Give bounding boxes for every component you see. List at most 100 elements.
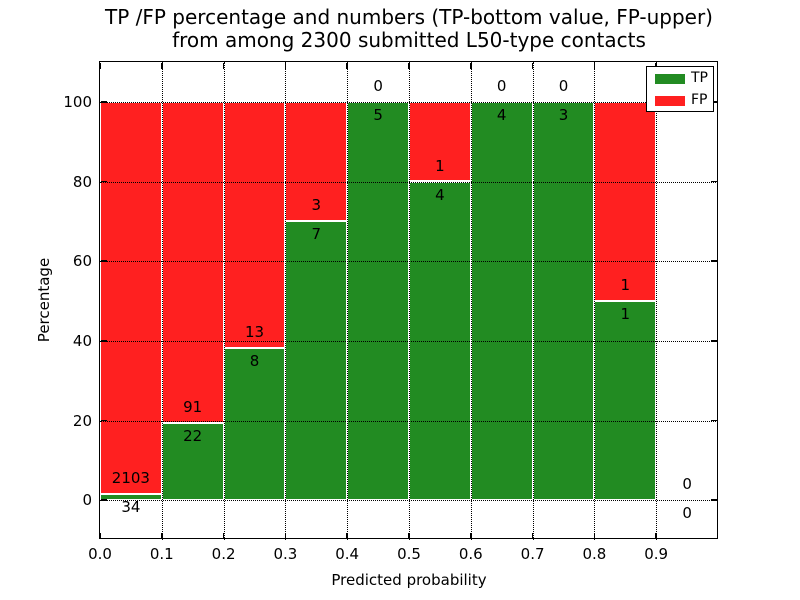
x-tick — [531, 533, 534, 539]
legend-label-tp: TP — [691, 70, 708, 86]
y-tick-left — [101, 419, 107, 422]
x-gridline — [161, 62, 163, 540]
tp-count-label: 4 — [496, 105, 507, 124]
tp-count-label: 1 — [620, 305, 631, 323]
tp-bar-segment — [347, 101, 409, 501]
x-tick-label: 0.6 — [458, 545, 483, 563]
x-tick-label: 0.4 — [335, 545, 360, 563]
y-tick-label: 40 — [72, 331, 92, 350]
y-tick-label: 60 — [72, 252, 92, 271]
tp-bar-segment — [532, 101, 595, 501]
x-tick-label: 0.8 — [582, 545, 607, 563]
fp-bar-segment — [285, 101, 348, 222]
tp-count-label: 4 — [435, 185, 445, 204]
x-top-tick — [470, 63, 472, 69]
x-gridline — [594, 62, 596, 540]
y-tick-left — [101, 340, 107, 342]
fp-count-label: 1 — [435, 156, 445, 175]
fp-legend-swatch-icon — [655, 96, 685, 106]
x-tick-label: 0.5 — [397, 545, 421, 563]
tp-bar-segment — [285, 221, 348, 501]
x-tick — [222, 533, 225, 539]
chart-title-line1: TP /FP percentage and numbers (TP-bottom… — [105, 5, 713, 29]
y-tick-label: 100 — [63, 92, 92, 111]
x-top-tick — [593, 63, 596, 69]
fp-bar-segment — [161, 101, 224, 423]
tp-count-label: 22 — [183, 426, 203, 445]
x-tick — [470, 533, 472, 539]
x-top-tick — [222, 63, 225, 69]
legend-label-fp: FP — [691, 92, 708, 108]
y-tick-right — [711, 419, 717, 422]
fp-count-label: 0 — [373, 76, 383, 95]
tp-count-label: 7 — [311, 225, 322, 244]
x-top-tick — [284, 63, 287, 69]
y-axis-label: Percentage — [35, 257, 53, 343]
x-tick-label: 0.7 — [520, 545, 545, 563]
tp-count-label: 8 — [249, 352, 260, 371]
fp-count-label: 0 — [496, 76, 507, 95]
x-tick — [408, 533, 410, 539]
y-tick-right — [711, 260, 717, 262]
fp-bar-segment — [409, 101, 471, 182]
x-tick — [655, 533, 657, 539]
tp-bar-segment — [223, 348, 286, 501]
fp-bar-segment — [100, 101, 162, 494]
tp-bar-segment — [100, 493, 162, 501]
x-tick-label: 0.3 — [273, 545, 298, 563]
y-tick-left — [101, 260, 107, 262]
x-gridline — [223, 62, 225, 540]
legend: TP FP — [646, 66, 714, 112]
tp-bar-segment — [594, 301, 657, 501]
y-tick-label: 20 — [72, 411, 92, 430]
x-tick-label: 0.9 — [644, 545, 669, 563]
y-tick-left — [101, 101, 107, 103]
tp-count-label: 34 — [121, 497, 141, 516]
fp-count-label: 0 — [558, 76, 569, 95]
x-axis-label: Predicted probability — [331, 571, 487, 589]
x-top-tick — [346, 63, 348, 69]
fp-count-label: 13 — [244, 323, 265, 342]
tp-bar-segment — [470, 101, 533, 501]
chart-title-line2: from among 2300 submitted L50-type conta… — [172, 28, 646, 52]
x-top-tick — [408, 63, 410, 69]
x-gridline — [409, 62, 410, 540]
x-gridline — [532, 62, 534, 540]
fp-count-label: 3 — [311, 196, 322, 215]
y-tick-right — [711, 101, 717, 103]
legend-item-tp: TP — [647, 70, 713, 86]
fp-count-label: 1 — [620, 276, 631, 294]
y-tick-label: 0 — [82, 491, 92, 510]
fp-bar-segment — [594, 101, 657, 301]
tp-count-label: 5 — [373, 105, 383, 124]
fp-count-label: 2103 — [111, 468, 150, 487]
x-tick — [161, 533, 163, 539]
x-tick-label: 0.0 — [88, 545, 112, 563]
y-tick-right — [711, 180, 717, 183]
x-gridline — [285, 62, 287, 540]
x-top-tick — [99, 63, 101, 69]
x-gridline — [470, 62, 472, 540]
x-tick — [99, 533, 101, 539]
x-tick — [593, 533, 596, 539]
y-tick-right — [711, 499, 717, 501]
x-gridline — [656, 62, 658, 540]
x-top-tick — [531, 63, 534, 69]
x-tick-label: 0.1 — [149, 545, 174, 563]
tp-count-label: 0 — [682, 504, 692, 523]
y-tick-label: 80 — [72, 172, 92, 191]
fp-count-label: 91 — [183, 397, 203, 416]
x-top-tick — [161, 63, 163, 69]
y-tick-left — [101, 180, 107, 183]
fp-count-label: 0 — [682, 475, 692, 494]
legend-item-fp: FP — [647, 92, 713, 108]
chart-title: TP /FP percentage and numbers (TP-bottom… — [105, 6, 713, 52]
tp-count-label: 3 — [558, 105, 569, 124]
x-tick-label: 0.2 — [211, 545, 236, 563]
fp-bar-segment — [223, 101, 286, 349]
x-tick — [284, 533, 287, 539]
y-tick-left — [101, 499, 107, 501]
y-tick-right — [711, 340, 717, 342]
